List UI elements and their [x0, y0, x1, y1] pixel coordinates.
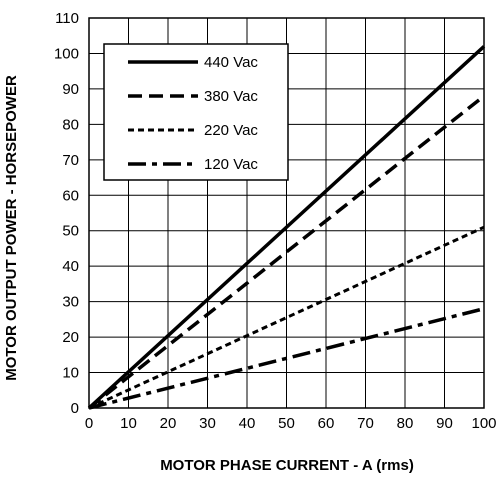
tick-labels: 0 10 20 30 40 50 60 70 80 90 100 0 10 20 30 40 50 60 70 80 9… [54, 10, 497, 432]
y-tick-label: 50 [62, 223, 79, 240]
series-line-440-vac [87, 45, 486, 410]
series-lines [87, 45, 486, 410]
plot-frame [88, 17, 485, 409]
x-tick-label: 100 [471, 415, 496, 432]
y-tick-label: 60 [62, 187, 79, 204]
legend: 440 Vac 380 Vac 220 Vac 120 Vac [103, 43, 289, 181]
legend-items: 440 Vac 380 Vac 220 Vac 120 Vac [128, 54, 258, 173]
x-axis-title: MOTOR PHASE CURRENT - A (rms) [160, 457, 414, 474]
x-tick-label: 20 [160, 415, 177, 432]
legend-label: 440 Vac [204, 54, 258, 71]
series-line-220-vac [88, 225, 485, 410]
x-tick-label: 30 [199, 415, 216, 432]
legend-label: 380 Vac [204, 88, 258, 105]
y-tick-label: 10 [62, 365, 79, 382]
series-line-120-vac [88, 307, 485, 410]
y-tick-label: 100 [54, 45, 79, 62]
legend-label: 220 Vac [204, 122, 258, 139]
y-tick-label: 80 [62, 116, 79, 133]
x-tick-label: 40 [239, 415, 256, 432]
y-tick-label: 30 [62, 294, 79, 311]
y-tick-label: 20 [62, 329, 79, 346]
legend-label: 120 Vac [204, 156, 258, 173]
legend-box [103, 43, 289, 181]
y-tick-label: 0 [71, 400, 79, 417]
y-axis-title: MOTOR OUTPUT POWER - HORSEPOWER [3, 75, 20, 381]
x-tick-label: 60 [318, 415, 335, 432]
x-tick-label: 90 [436, 415, 453, 432]
x-tick-label: 0 [85, 415, 93, 432]
x-tick-label: 70 [357, 415, 374, 432]
x-tick-label: 80 [397, 415, 414, 432]
y-tick-label: 70 [62, 152, 79, 169]
x-tick-label: 10 [120, 415, 137, 432]
y-tick-label: 40 [62, 258, 79, 275]
y-tick-label: 110 [55, 10, 79, 27]
y-tick-label: 90 [62, 81, 79, 98]
x-tick-label: 50 [278, 415, 295, 432]
